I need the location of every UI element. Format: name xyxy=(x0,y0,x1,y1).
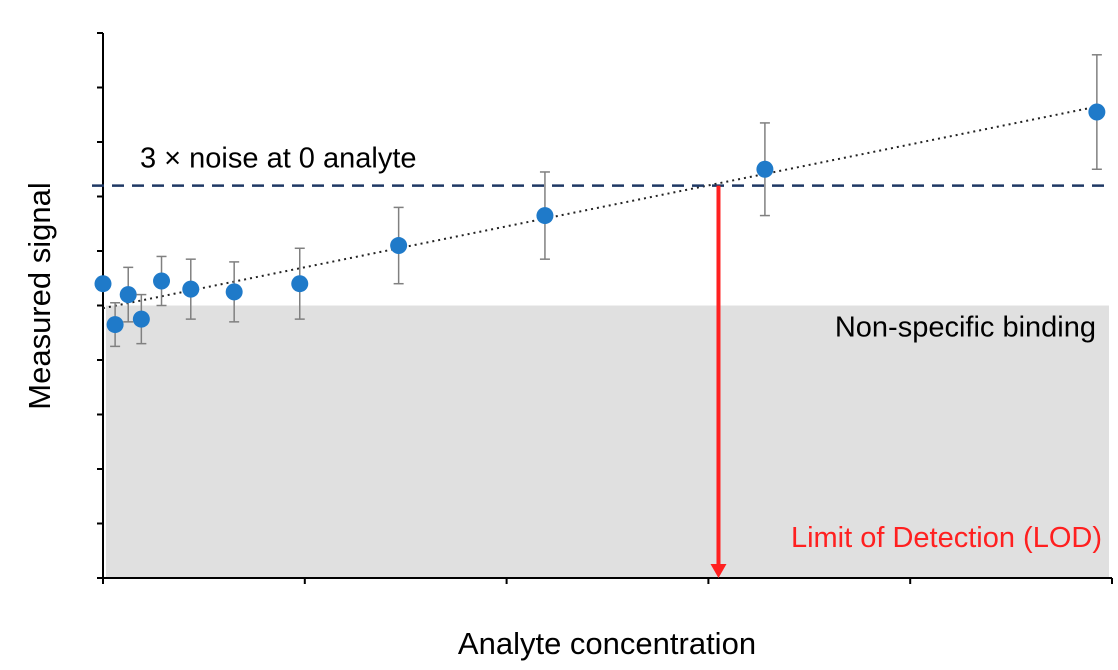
data-point xyxy=(106,316,124,334)
data-point xyxy=(132,310,150,328)
data-points xyxy=(94,54,1106,348)
x-axis-label: Analyte concentration xyxy=(457,626,757,661)
data-point xyxy=(119,286,137,304)
data-point xyxy=(756,160,774,178)
threshold-label: 3 × noise at 0 analyte xyxy=(140,143,417,175)
nonspecific-binding-region xyxy=(106,305,1109,578)
data-point xyxy=(182,280,200,298)
lod-label: Limit of Detection (LOD) xyxy=(791,522,1102,554)
trendline xyxy=(102,105,1098,310)
nonspecific-binding-label: Non-specific binding xyxy=(835,312,1096,344)
lod-arrowhead xyxy=(710,564,727,578)
y-axis-label: Measured signal xyxy=(22,182,57,410)
data-point xyxy=(1088,103,1106,121)
data-point xyxy=(94,275,112,293)
axes xyxy=(97,32,1113,584)
data-point xyxy=(291,275,309,293)
data-point xyxy=(225,283,243,301)
data-point xyxy=(536,207,554,225)
data-point xyxy=(153,272,171,290)
data-point xyxy=(390,237,408,255)
